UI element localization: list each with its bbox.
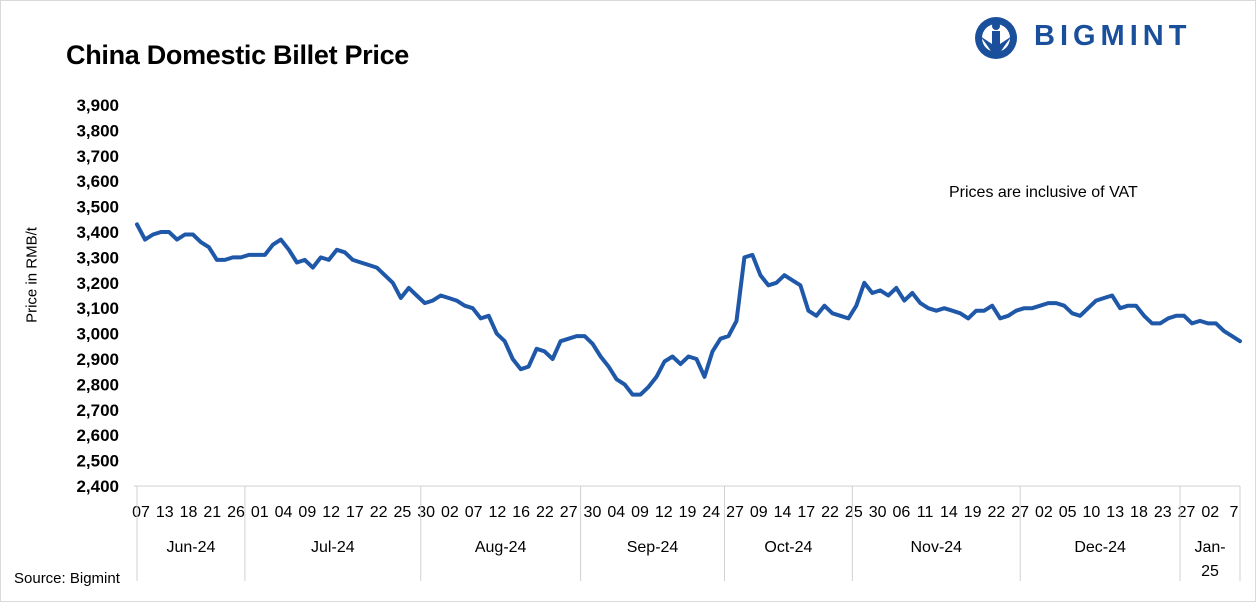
vat-note: Prices are inclusive of VAT (949, 184, 1138, 201)
x-tick-label: 12 (322, 504, 340, 521)
y-tick-label: 2,900 (76, 350, 119, 369)
x-tick-label: 07 (132, 504, 150, 521)
x-tick-label: 30 (584, 504, 602, 521)
y-tick-label: 3,100 (76, 299, 119, 318)
y-tick-label: 3,400 (76, 223, 119, 242)
x-tick-label: 26 (227, 504, 245, 521)
x-tick-label: 17 (797, 504, 815, 521)
x-tick-label: 01 (251, 504, 269, 521)
x-tick-label: 22 (370, 504, 388, 521)
y-tick-label: 3,300 (76, 248, 119, 267)
x-tick-label: 02 (1035, 504, 1053, 521)
x-tick-label: 17 (346, 504, 364, 521)
month-label: Jul-24 (311, 539, 355, 556)
x-tick-label: 10 (1083, 504, 1101, 521)
x-tick-label: 06 (892, 504, 910, 521)
month-label: Oct-24 (764, 539, 812, 556)
x-tick-label: 16 (512, 504, 530, 521)
x-tick-label: 14 (940, 504, 958, 521)
month-label-line2: 25 (1201, 563, 1219, 580)
x-tick-label: 25 (393, 504, 411, 521)
y-tick-label: 2,600 (76, 426, 119, 445)
x-tick-label: 22 (536, 504, 554, 521)
y-tick-label: 3,900 (76, 96, 119, 115)
y-tick-label: 2,700 (76, 401, 119, 420)
x-tick-label: 09 (631, 504, 649, 521)
source-note: Source: Bigmint (14, 570, 120, 587)
y-tick-label: 3,700 (76, 147, 119, 166)
price-series-line (135, 222, 1242, 397)
x-tick-label: 02 (1201, 504, 1219, 521)
x-tick-label: 21 (203, 504, 221, 521)
y-tick-label: 2,500 (76, 452, 119, 471)
month-label: Jan- (1194, 539, 1225, 556)
x-tick-label: 19 (679, 504, 697, 521)
x-tick-label: 27 (726, 504, 744, 521)
x-tick-label: 07 (465, 504, 483, 521)
month-label: Nov-24 (910, 539, 962, 556)
x-tick-label: 12 (489, 504, 507, 521)
x-tick-label: 22 (821, 504, 839, 521)
x-tick-label: 09 (298, 504, 316, 521)
x-tick-label: 19 (964, 504, 982, 521)
month-label: Aug-24 (475, 539, 527, 556)
bigmint-logo: BIGMINT (970, 16, 1240, 60)
x-tick-label: 02 (441, 504, 459, 521)
x-tick-label: 18 (180, 504, 198, 521)
y-tick-label: 2,800 (76, 375, 119, 394)
y-tick-label: 3,500 (76, 198, 119, 217)
x-tick-label: 25 (845, 504, 863, 521)
x-tick-label: 27 (560, 504, 578, 521)
y-tick-label: 3,200 (76, 274, 119, 293)
x-tick-label: 12 (655, 504, 673, 521)
chart-title: China Domestic Billet Price (66, 40, 410, 70)
month-label: Jun-24 (166, 539, 215, 556)
x-tick-label: 13 (1106, 504, 1124, 521)
x-tick-label: 11 (917, 504, 934, 521)
y-tick-label: 3,600 (76, 172, 119, 191)
x-tick-label: 05 (1059, 504, 1077, 521)
x-tick-label: 23 (1154, 504, 1172, 521)
y-tick-label: 3,800 (76, 121, 119, 140)
x-tick-label: 09 (750, 504, 768, 521)
x-tick-label: 13 (156, 504, 174, 521)
x-tick-label: 14 (774, 504, 792, 521)
x-tick-label: 30 (869, 504, 887, 521)
bigmint-logo-icon (975, 17, 1017, 59)
x-tick-label: 18 (1130, 504, 1148, 521)
x-tick-label: 30 (417, 504, 435, 521)
x-tick-label: 04 (607, 504, 625, 521)
x-tick-label: 27 (1178, 504, 1196, 521)
month-label: Dec-24 (1074, 539, 1126, 556)
y-tick-label: 2,400 (76, 477, 119, 496)
x-tick-label: 24 (702, 504, 720, 521)
x-tick-label: 7 (1230, 504, 1239, 521)
x-tick-label: 22 (987, 504, 1005, 521)
x-tick-label: 04 (275, 504, 293, 521)
month-label: Sep-24 (627, 539, 679, 556)
bigmint-logo-text: BIGMINT (1034, 20, 1192, 52)
y-tick-label: 3,000 (76, 325, 119, 344)
